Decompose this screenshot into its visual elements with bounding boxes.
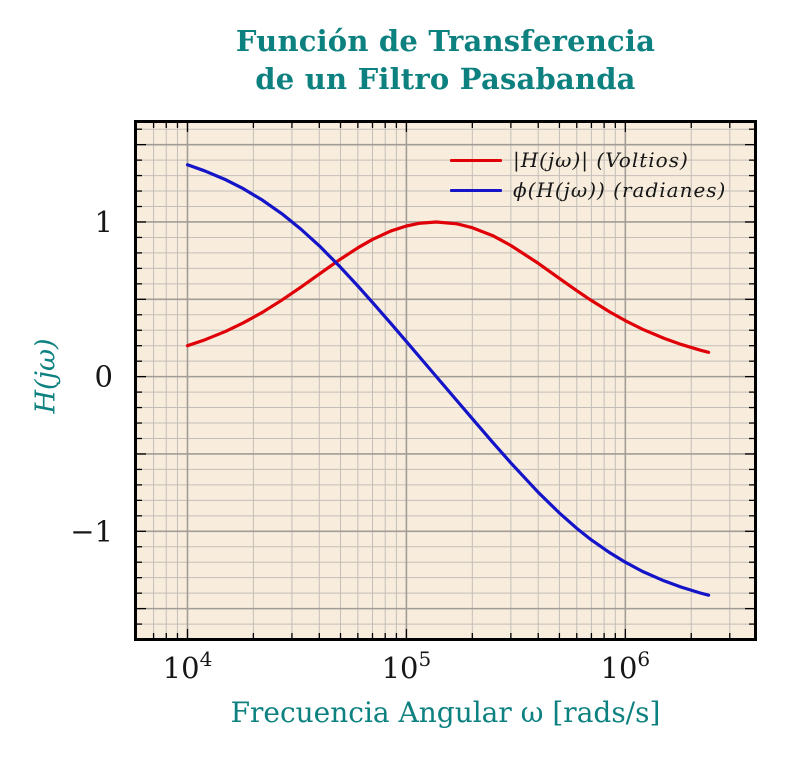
chart-title-line-2: de un Filtro Pasabanda [255, 62, 636, 96]
x-axis-label: Frecuencia Angular ω [rads/s] [230, 696, 661, 729]
plot-frame [134, 120, 757, 641]
x-tick-label: 104 [163, 647, 213, 685]
y-tick-label: 0 [95, 360, 113, 394]
legend-label-magnitude: |H(jω)| (Voltios) [513, 148, 689, 172]
legend-line-phase [450, 188, 502, 192]
legend: |H(jω)| (Voltios) ϕ(H(jω)) (radianes) [450, 145, 726, 205]
x-tick-label: 105 [382, 647, 432, 685]
chart-title-line-1: Función de Transferencia [235, 24, 656, 58]
y-tick-label: 1 [95, 205, 113, 239]
phase-curve [185, 163, 711, 597]
legend-label-phase: ϕ(H(jω)) (radianes) [513, 178, 727, 202]
legend-line-magnitude [450, 158, 502, 162]
chart-title: Función de Transferencia de un Filtro Pa… [134, 22, 757, 98]
magnitude-curve [185, 220, 711, 354]
legend-item-phase: ϕ(H(jω)) (radianes) [450, 175, 726, 205]
y-tick-label: −1 [70, 514, 113, 548]
y-axis-label: H(jω) [30, 338, 62, 414]
plot-background [137, 123, 754, 638]
x-tick-label: 106 [601, 647, 651, 685]
legend-item-magnitude: |H(jω)| (Voltios) [450, 145, 726, 175]
